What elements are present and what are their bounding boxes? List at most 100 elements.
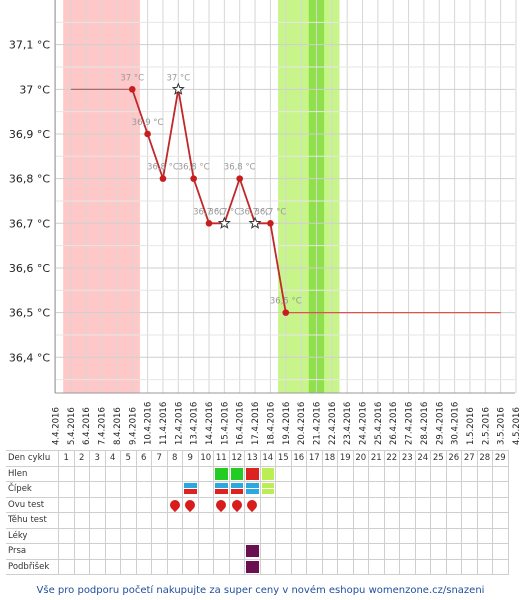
day-cell[interactable] [151, 558, 168, 575]
day-cell[interactable] [73, 543, 90, 560]
day-cell[interactable] [120, 481, 137, 498]
day-cell[interactable] [259, 558, 276, 575]
day-cell[interactable] [120, 496, 137, 513]
day-cell[interactable] [383, 527, 400, 544]
day-cell[interactable] [244, 527, 261, 544]
day-cell[interactable] [399, 496, 416, 513]
day-cell[interactable] [275, 496, 292, 513]
day-cell[interactable] [182, 543, 199, 560]
day-cell[interactable] [306, 496, 323, 513]
day-cell[interactable] [321, 465, 338, 482]
day-cell[interactable] [275, 558, 292, 575]
day-cell[interactable] [166, 465, 183, 482]
day-cell[interactable] [73, 512, 90, 529]
day-cell[interactable] [306, 481, 323, 498]
day-cell[interactable] [352, 558, 369, 575]
day-cell[interactable] [259, 527, 276, 544]
day-cell[interactable] [383, 481, 400, 498]
day-cell[interactable] [58, 496, 75, 513]
day-cell[interactable] [337, 481, 354, 498]
day-cell[interactable] [275, 512, 292, 529]
day-cell[interactable] [259, 496, 276, 513]
day-cell[interactable] [135, 512, 152, 529]
day-cell[interactable] [352, 465, 369, 482]
day-cell[interactable] [182, 465, 199, 482]
day-cell[interactable] [73, 481, 90, 498]
day-cell[interactable] [476, 527, 493, 544]
day-cell[interactable] [166, 558, 183, 575]
day-cell[interactable] [182, 512, 199, 529]
day-cell[interactable] [414, 512, 431, 529]
day-cell[interactable] [197, 496, 214, 513]
day-cell[interactable] [476, 543, 493, 560]
day-cell[interactable] [306, 543, 323, 560]
day-cell[interactable] [383, 496, 400, 513]
day-cell[interactable] [430, 543, 447, 560]
day-cell[interactable] [244, 481, 261, 498]
day-cell[interactable] [151, 481, 168, 498]
day-cell[interactable] [321, 543, 338, 560]
day-cell[interactable] [306, 512, 323, 529]
day-cell[interactable] [399, 558, 416, 575]
day-cell[interactable] [58, 558, 75, 575]
day-cell[interactable] [290, 558, 307, 575]
day-cell[interactable] [58, 512, 75, 529]
day-cell[interactable] [476, 496, 493, 513]
day-cell[interactable] [430, 512, 447, 529]
day-cell[interactable] [166, 481, 183, 498]
day-cell[interactable] [352, 481, 369, 498]
day-cell[interactable] [89, 558, 106, 575]
day-cell[interactable] [461, 512, 478, 529]
day-cell[interactable] [492, 558, 509, 575]
day-cell[interactable] [430, 558, 447, 575]
day-cell[interactable] [73, 465, 90, 482]
day-cell[interactable] [430, 481, 447, 498]
day-cell[interactable] [197, 481, 214, 498]
day-cell[interactable] [275, 543, 292, 560]
day-cell[interactable] [399, 465, 416, 482]
day-cell[interactable] [89, 543, 106, 560]
day-cell[interactable] [476, 465, 493, 482]
day-cell[interactable] [352, 527, 369, 544]
day-cell[interactable] [337, 496, 354, 513]
day-cell[interactable] [120, 512, 137, 529]
day-cell[interactable] [151, 543, 168, 560]
day-cell[interactable] [197, 512, 214, 529]
day-cell[interactable] [89, 512, 106, 529]
day-cell[interactable] [461, 465, 478, 482]
day-cell[interactable] [259, 512, 276, 529]
day-cell[interactable] [182, 496, 199, 513]
day-cell[interactable] [290, 481, 307, 498]
day-cell[interactable] [228, 527, 245, 544]
day-cell[interactable] [151, 527, 168, 544]
day-cell[interactable] [306, 527, 323, 544]
day-cell[interactable] [414, 496, 431, 513]
day-cell[interactable] [492, 527, 509, 544]
day-cell[interactable] [383, 543, 400, 560]
day-cell[interactable] [445, 481, 462, 498]
day-cell[interactable] [135, 543, 152, 560]
day-cell[interactable] [337, 512, 354, 529]
day-cell[interactable] [244, 543, 261, 560]
day-cell[interactable] [368, 512, 385, 529]
day-cell[interactable] [135, 496, 152, 513]
day-cell[interactable] [352, 512, 369, 529]
day-cell[interactable] [492, 481, 509, 498]
day-cell[interactable] [228, 558, 245, 575]
day-cell[interactable] [244, 558, 261, 575]
day-cell[interactable] [461, 543, 478, 560]
day-cell[interactable] [73, 558, 90, 575]
day-cell[interactable] [213, 496, 230, 513]
day-cell[interactable] [492, 496, 509, 513]
day-cell[interactable] [244, 512, 261, 529]
day-cell[interactable] [166, 543, 183, 560]
day-cell[interactable] [259, 481, 276, 498]
day-cell[interactable] [414, 481, 431, 498]
day-cell[interactable] [73, 527, 90, 544]
day-cell[interactable] [89, 527, 106, 544]
day-cell[interactable] [321, 558, 338, 575]
day-cell[interactable] [151, 496, 168, 513]
day-cell[interactable] [120, 465, 137, 482]
day-cell[interactable] [445, 543, 462, 560]
day-cell[interactable] [290, 496, 307, 513]
